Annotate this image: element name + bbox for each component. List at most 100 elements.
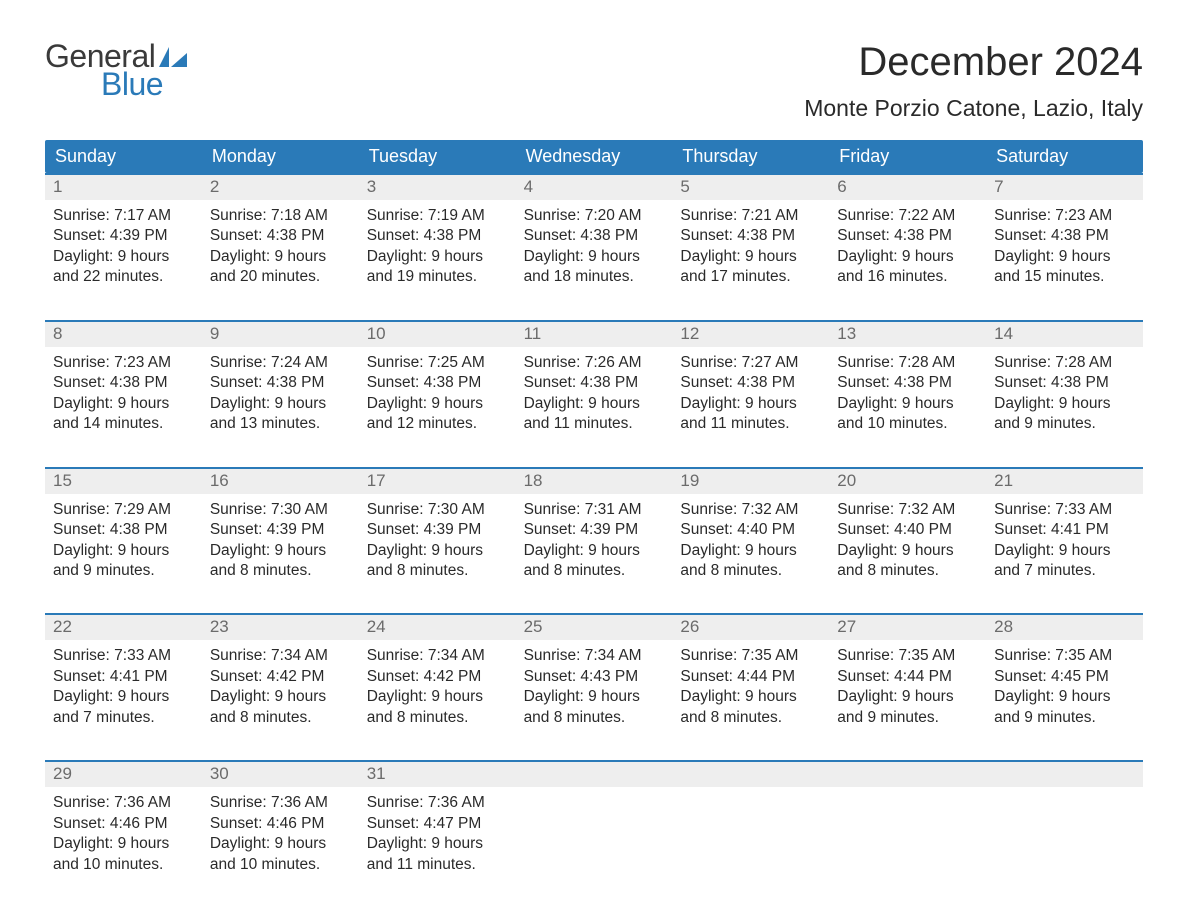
day-number: 6: [829, 175, 986, 200]
day-d2: and 16 minutes.: [837, 267, 978, 287]
day-sunrise: Sunrise: 7:30 AM: [210, 500, 351, 520]
day-cell: [829, 787, 986, 879]
day-sunset: Sunset: 4:38 PM: [837, 373, 978, 393]
title-block: December 2024 Monte Porzio Catone, Lazio…: [804, 40, 1143, 122]
day-sunrise: Sunrise: 7:18 AM: [210, 206, 351, 226]
day-cell: [516, 787, 673, 879]
day-number: 21: [986, 469, 1143, 494]
day-cell: Sunrise: 7:30 AMSunset: 4:39 PMDaylight:…: [359, 494, 516, 586]
day-cell: Sunrise: 7:17 AMSunset: 4:39 PMDaylight:…: [45, 200, 202, 292]
day-number: 19: [672, 469, 829, 494]
day-cell: Sunrise: 7:35 AMSunset: 4:45 PMDaylight:…: [986, 640, 1143, 732]
day-label-thu: Thursday: [672, 140, 829, 173]
day-sunset: Sunset: 4:39 PM: [367, 520, 508, 540]
day-d1: Daylight: 9 hours: [837, 247, 978, 267]
daynum-row: 15161718192021: [45, 469, 1143, 494]
day-sunrise: Sunrise: 7:36 AM: [210, 793, 351, 813]
day-number: 26: [672, 615, 829, 640]
day-d2: and 8 minutes.: [524, 561, 665, 581]
day-sunset: Sunset: 4:38 PM: [837, 226, 978, 246]
day-sunrise: Sunrise: 7:36 AM: [367, 793, 508, 813]
day-d2: and 11 minutes.: [367, 855, 508, 875]
day-label-wed: Wednesday: [516, 140, 673, 173]
day-d2: and 7 minutes.: [994, 561, 1135, 581]
day-d2: and 15 minutes.: [994, 267, 1135, 287]
day-d2: and 8 minutes.: [367, 708, 508, 728]
weeks-container: 1234567Sunrise: 7:17 AMSunset: 4:39 PMDa…: [45, 173, 1143, 879]
day-sunrise: Sunrise: 7:32 AM: [680, 500, 821, 520]
day-sunset: Sunset: 4:38 PM: [524, 373, 665, 393]
day-cell: Sunrise: 7:35 AMSunset: 4:44 PMDaylight:…: [672, 640, 829, 732]
day-d2: and 8 minutes.: [367, 561, 508, 581]
day-d2: and 20 minutes.: [210, 267, 351, 287]
day-sunrise: Sunrise: 7:34 AM: [524, 646, 665, 666]
day-d1: Daylight: 9 hours: [367, 687, 508, 707]
day-cell: Sunrise: 7:32 AMSunset: 4:40 PMDaylight:…: [829, 494, 986, 586]
day-sunrise: Sunrise: 7:33 AM: [994, 500, 1135, 520]
day-sunrise: Sunrise: 7:34 AM: [367, 646, 508, 666]
day-cell: Sunrise: 7:30 AMSunset: 4:39 PMDaylight:…: [202, 494, 359, 586]
day-sunrise: Sunrise: 7:32 AM: [837, 500, 978, 520]
day-cell: Sunrise: 7:23 AMSunset: 4:38 PMDaylight:…: [986, 200, 1143, 292]
day-label-tue: Tuesday: [359, 140, 516, 173]
day-sunset: Sunset: 4:41 PM: [53, 667, 194, 687]
day-cell: Sunrise: 7:22 AMSunset: 4:38 PMDaylight:…: [829, 200, 986, 292]
day-number: 4: [516, 175, 673, 200]
day-sunrise: Sunrise: 7:19 AM: [367, 206, 508, 226]
day-cell: Sunrise: 7:36 AMSunset: 4:46 PMDaylight:…: [202, 787, 359, 879]
day-d1: Daylight: 9 hours: [53, 247, 194, 267]
day-cell: Sunrise: 7:20 AMSunset: 4:38 PMDaylight:…: [516, 200, 673, 292]
day-d1: Daylight: 9 hours: [680, 541, 821, 561]
day-sunrise: Sunrise: 7:17 AM: [53, 206, 194, 226]
day-d2: and 10 minutes.: [837, 414, 978, 434]
day-d2: and 19 minutes.: [367, 267, 508, 287]
day-sunset: Sunset: 4:39 PM: [53, 226, 194, 246]
day-d1: Daylight: 9 hours: [994, 394, 1135, 414]
day-d2: and 8 minutes.: [210, 708, 351, 728]
day-number: 20: [829, 469, 986, 494]
day-number: 14: [986, 322, 1143, 347]
day-d2: and 10 minutes.: [53, 855, 194, 875]
day-header-row: Sunday Monday Tuesday Wednesday Thursday…: [45, 140, 1143, 173]
day-number: 11: [516, 322, 673, 347]
day-d2: and 12 minutes.: [367, 414, 508, 434]
day-sunrise: Sunrise: 7:23 AM: [53, 353, 194, 373]
week-row: 1234567Sunrise: 7:17 AMSunset: 4:39 PMDa…: [45, 173, 1143, 292]
day-number: 17: [359, 469, 516, 494]
day-sunrise: Sunrise: 7:36 AM: [53, 793, 194, 813]
day-sunset: Sunset: 4:44 PM: [837, 667, 978, 687]
day-d1: Daylight: 9 hours: [210, 687, 351, 707]
day-d2: and 22 minutes.: [53, 267, 194, 287]
day-d2: and 11 minutes.: [680, 414, 821, 434]
day-cell: Sunrise: 7:34 AMSunset: 4:42 PMDaylight:…: [359, 640, 516, 732]
logo: General Blue: [45, 40, 187, 100]
day-sunset: Sunset: 4:38 PM: [994, 373, 1135, 393]
week-row: 15161718192021Sunrise: 7:29 AMSunset: 4:…: [45, 467, 1143, 586]
day-d1: Daylight: 9 hours: [367, 394, 508, 414]
day-label-sat: Saturday: [986, 140, 1143, 173]
day-sunrise: Sunrise: 7:29 AM: [53, 500, 194, 520]
day-sunset: Sunset: 4:38 PM: [680, 226, 821, 246]
day-number: 1: [45, 175, 202, 200]
day-d1: Daylight: 9 hours: [680, 247, 821, 267]
day-cell: Sunrise: 7:33 AMSunset: 4:41 PMDaylight:…: [986, 494, 1143, 586]
day-d2: and 13 minutes.: [210, 414, 351, 434]
day-sunset: Sunset: 4:38 PM: [53, 520, 194, 540]
day-sunset: Sunset: 4:38 PM: [680, 373, 821, 393]
day-sunrise: Sunrise: 7:31 AM: [524, 500, 665, 520]
day-sunset: Sunset: 4:38 PM: [367, 226, 508, 246]
day-cell: Sunrise: 7:32 AMSunset: 4:40 PMDaylight:…: [672, 494, 829, 586]
day-sunset: Sunset: 4:38 PM: [53, 373, 194, 393]
day-cell: Sunrise: 7:35 AMSunset: 4:44 PMDaylight:…: [829, 640, 986, 732]
day-d2: and 8 minutes.: [680, 708, 821, 728]
day-d2: and 9 minutes.: [837, 708, 978, 728]
day-sunset: Sunset: 4:39 PM: [210, 520, 351, 540]
day-number: 22: [45, 615, 202, 640]
day-sunset: Sunset: 4:47 PM: [367, 814, 508, 834]
day-d2: and 9 minutes.: [994, 708, 1135, 728]
day-number: 12: [672, 322, 829, 347]
day-number: 31: [359, 762, 516, 787]
day-sunset: Sunset: 4:39 PM: [524, 520, 665, 540]
day-sunset: Sunset: 4:40 PM: [680, 520, 821, 540]
day-sunrise: Sunrise: 7:34 AM: [210, 646, 351, 666]
